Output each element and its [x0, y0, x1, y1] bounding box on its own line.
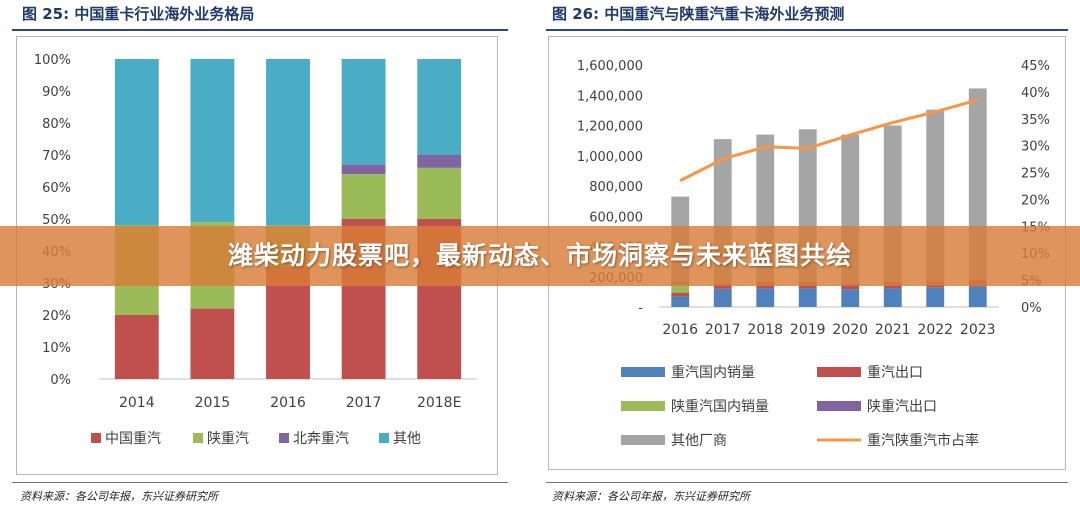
y-tick-label: 60%	[42, 181, 71, 196]
legend-label: 重汽陕重汽市占率	[867, 432, 979, 449]
x-tick-label: 2020	[832, 322, 868, 338]
bar-segment	[671, 284, 690, 293]
legend-swatch	[193, 433, 203, 443]
left-figure-title: 图 25: 中国重卡行业海外业务格局	[22, 5, 255, 23]
y-tick-label: 50%	[42, 213, 71, 228]
bar-segment	[671, 296, 690, 307]
y-tick-label: 800,000	[589, 180, 643, 195]
legend-label: 重汽国内销量	[671, 365, 755, 381]
x-tick-label: 2019	[790, 322, 826, 338]
y-tick-label: 0%	[50, 373, 71, 388]
y-tick-label: 600,000	[589, 210, 643, 225]
bar-segment	[798, 288, 817, 307]
y2-tick-label: 35%	[1021, 113, 1050, 128]
bar-segment	[341, 59, 386, 165]
bar-segment	[968, 286, 987, 307]
bar-segment	[417, 167, 462, 219]
x-tick-label: 2023	[960, 322, 996, 338]
y-tick-label: 80%	[42, 117, 71, 132]
x-tick-label: 2017	[346, 395, 382, 411]
y-tick-label: 1,000,000	[577, 150, 643, 165]
line-series	[679, 98, 979, 182]
legend-swatch	[91, 433, 101, 443]
x-tick-label: 2022	[917, 322, 953, 338]
bar-segment	[417, 155, 462, 168]
headline-banner: 潍柴动力股票吧，最新动态、市场洞察与未来蓝图共绘	[0, 226, 1080, 286]
legend-swatch	[621, 435, 665, 445]
bar-segment	[266, 59, 310, 226]
legend-label: 陕重汽国内销量	[671, 399, 769, 415]
legend-label: 陕重汽出口	[867, 399, 937, 415]
y2-tick-label: 40%	[1021, 86, 1050, 101]
right-title-rule	[546, 29, 1068, 31]
legend-label: 中国重汽	[105, 431, 161, 447]
y2-tick-label: 25%	[1021, 167, 1050, 182]
left-title-rule	[12, 29, 508, 31]
bar-segment	[190, 308, 235, 379]
y-tick-label: 90%	[42, 85, 71, 100]
bar-segment	[841, 289, 860, 307]
bar-segment	[883, 288, 902, 307]
bar-segment	[671, 292, 690, 297]
legend-swatch	[379, 433, 389, 443]
x-tick-label: 2014	[119, 395, 155, 411]
y-tick-label: 1,600,000	[577, 59, 643, 74]
legend-swatch	[621, 401, 665, 411]
y-tick-label: 70%	[42, 149, 71, 164]
legend-swatch	[279, 433, 289, 443]
bar-segment	[341, 164, 386, 175]
legend-label: 重汽出口	[867, 365, 923, 381]
y-tick-label: 100%	[34, 53, 71, 68]
left-source-rule	[12, 482, 508, 483]
bar-segment	[713, 288, 732, 307]
headline-text: 潍柴动力股票吧，最新动态、市场洞察与未来蓝图共绘	[227, 241, 852, 270]
legend-swatch	[621, 367, 665, 377]
legend-swatch	[817, 367, 861, 377]
x-tick-label: 2015	[195, 395, 231, 411]
bar-segment	[713, 283, 732, 289]
bar-segment	[756, 288, 775, 307]
legend-label: 北奔重汽	[293, 431, 349, 447]
y-tick-label: 20%	[42, 309, 71, 324]
right-source: 资料来源：各公司年报，东兴证券研究所	[552, 490, 750, 503]
y2-tick-label: 30%	[1021, 140, 1050, 155]
bar-segment	[114, 59, 159, 226]
x-tick-label: 2016	[270, 395, 306, 411]
y-tick-label: -	[638, 301, 643, 316]
x-tick-label: 2016	[662, 322, 698, 338]
bar-segment	[417, 59, 462, 155]
bar-segment	[190, 59, 235, 223]
bar-segment	[341, 174, 386, 219]
y-tick-label: 1,400,000	[577, 89, 643, 104]
y-tick-label: 10%	[42, 341, 71, 356]
legend-label: 其他	[393, 431, 421, 447]
bar-segment	[926, 287, 945, 307]
y2-tick-label: 0%	[1021, 301, 1042, 316]
bar-segment	[841, 283, 860, 290]
right-figure-title: 图 26: 中国重汽与陕重汽重卡海外业务预测	[552, 5, 845, 23]
bar-segment	[114, 315, 159, 379]
left-source: 资料来源：各公司年报，东兴证券研究所	[20, 490, 218, 503]
x-tick-label: 2021	[875, 322, 911, 338]
legend-label: 陕重汽	[207, 431, 249, 447]
right-source-rule	[546, 482, 1068, 483]
x-tick-label: 2017	[705, 322, 741, 338]
x-tick-label: 2018E	[417, 395, 461, 411]
legend-swatch	[817, 401, 861, 411]
legend-label: 其他厂商	[671, 433, 727, 449]
y-tick-label: 1,200,000	[577, 120, 643, 135]
x-tick-label: 2018	[747, 322, 783, 338]
y2-tick-label: 20%	[1021, 193, 1050, 208]
y2-tick-label: 45%	[1021, 59, 1050, 74]
right-chart: -200,000400,000600,000800,0001,000,0001,…	[577, 59, 1050, 449]
